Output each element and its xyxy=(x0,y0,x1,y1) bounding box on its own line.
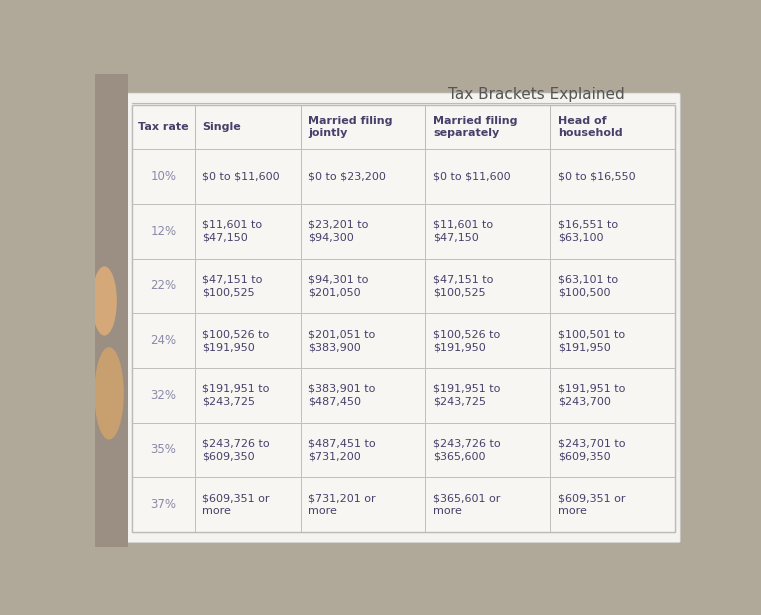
Text: \$243,701 to
\$609,350: \$243,701 to \$609,350 xyxy=(558,438,626,461)
Bar xyxy=(550,313,675,368)
Text: Single: Single xyxy=(202,122,241,132)
Bar xyxy=(195,204,301,258)
Text: Tax rate: Tax rate xyxy=(139,122,189,132)
Text: Married filing
jointly: Married filing jointly xyxy=(308,116,393,138)
Bar xyxy=(132,258,195,313)
Bar xyxy=(301,423,425,477)
Bar xyxy=(301,204,425,258)
Bar xyxy=(550,423,675,477)
Bar xyxy=(195,368,301,423)
Bar xyxy=(132,368,195,423)
Text: \$243,726 to
\$609,350: \$243,726 to \$609,350 xyxy=(202,438,270,461)
Text: \$191,951 to
\$243,725: \$191,951 to \$243,725 xyxy=(433,384,501,407)
Bar xyxy=(550,258,675,313)
Bar xyxy=(301,368,425,423)
Text: Head of
household: Head of household xyxy=(558,116,622,138)
Text: Tax Brackets Explained: Tax Brackets Explained xyxy=(448,87,626,102)
Bar xyxy=(132,105,195,149)
Bar xyxy=(425,477,550,532)
Bar xyxy=(425,149,550,204)
Bar xyxy=(550,149,675,204)
Text: \$63,101 to
\$100,500: \$63,101 to \$100,500 xyxy=(558,274,618,297)
Text: 32%: 32% xyxy=(151,389,177,402)
Bar xyxy=(132,149,195,204)
Bar xyxy=(132,313,195,368)
Text: \$16,551 to
\$63,100: \$16,551 to \$63,100 xyxy=(558,220,618,243)
Text: Married filing
separately: Married filing separately xyxy=(433,116,517,138)
Bar xyxy=(195,423,301,477)
Bar xyxy=(425,204,550,258)
Text: \$191,951 to
\$243,725: \$191,951 to \$243,725 xyxy=(202,384,270,407)
Bar xyxy=(195,477,301,532)
Ellipse shape xyxy=(92,266,117,336)
Bar xyxy=(301,149,425,204)
Text: \$487,451 to
\$731,200: \$487,451 to \$731,200 xyxy=(308,438,376,461)
Text: \$365,601 or
more: \$365,601 or more xyxy=(433,493,501,516)
Bar xyxy=(95,74,128,547)
Text: \$11,601 to
\$47,150: \$11,601 to \$47,150 xyxy=(433,220,493,243)
Bar xyxy=(425,105,550,149)
Bar xyxy=(425,313,550,368)
Bar xyxy=(425,368,550,423)
FancyBboxPatch shape xyxy=(115,93,680,542)
Text: \$100,526 to
\$191,950: \$100,526 to \$191,950 xyxy=(433,329,500,352)
Text: 35%: 35% xyxy=(151,443,177,456)
Bar xyxy=(550,105,675,149)
Text: \$383,901 to
\$487,450: \$383,901 to \$487,450 xyxy=(308,384,376,407)
Text: \$0 to \$16,550: \$0 to \$16,550 xyxy=(558,172,635,181)
Bar xyxy=(132,105,675,149)
Bar xyxy=(550,204,675,258)
Bar xyxy=(132,204,195,258)
Text: \$23,201 to
\$94,300: \$23,201 to \$94,300 xyxy=(308,220,368,243)
Text: \$100,526 to
\$191,950: \$100,526 to \$191,950 xyxy=(202,329,269,352)
Text: \$609,351 or
more: \$609,351 or more xyxy=(558,493,626,516)
Text: 12%: 12% xyxy=(151,224,177,238)
Text: \$191,951 to
\$243,700: \$191,951 to \$243,700 xyxy=(558,384,626,407)
Bar xyxy=(301,477,425,532)
Bar xyxy=(301,258,425,313)
Bar xyxy=(195,258,301,313)
Text: \$609,351 or
more: \$609,351 or more xyxy=(202,493,270,516)
Bar xyxy=(301,105,425,149)
Bar xyxy=(550,477,675,532)
Text: \$11,601 to
\$47,150: \$11,601 to \$47,150 xyxy=(202,220,263,243)
Text: \$47,151 to
\$100,525: \$47,151 to \$100,525 xyxy=(202,274,263,297)
Text: \$243,726 to
\$365,600: \$243,726 to \$365,600 xyxy=(433,438,501,461)
Bar xyxy=(550,368,675,423)
Bar xyxy=(132,423,195,477)
Bar xyxy=(425,258,550,313)
Text: \$201,051 to
\$383,900: \$201,051 to \$383,900 xyxy=(308,329,375,352)
Text: \$0 to \$11,600: \$0 to \$11,600 xyxy=(202,172,280,181)
Text: \$0 to \$11,600: \$0 to \$11,600 xyxy=(433,172,511,181)
Text: 22%: 22% xyxy=(151,279,177,293)
Bar xyxy=(195,105,301,149)
Text: 10%: 10% xyxy=(151,170,177,183)
Text: 37%: 37% xyxy=(151,498,177,511)
Text: \$94,301 to
\$201,050: \$94,301 to \$201,050 xyxy=(308,274,368,297)
Bar xyxy=(425,423,550,477)
Ellipse shape xyxy=(94,347,124,440)
Text: 24%: 24% xyxy=(151,334,177,347)
Text: \$47,151 to
\$100,525: \$47,151 to \$100,525 xyxy=(433,274,493,297)
Bar xyxy=(195,149,301,204)
Text: \$731,201 or
more: \$731,201 or more xyxy=(308,493,376,516)
Bar xyxy=(301,313,425,368)
Text: \$0 to \$23,200: \$0 to \$23,200 xyxy=(308,172,386,181)
Bar xyxy=(195,313,301,368)
Text: \$100,501 to
\$191,950: \$100,501 to \$191,950 xyxy=(558,329,625,352)
Bar xyxy=(132,477,195,532)
